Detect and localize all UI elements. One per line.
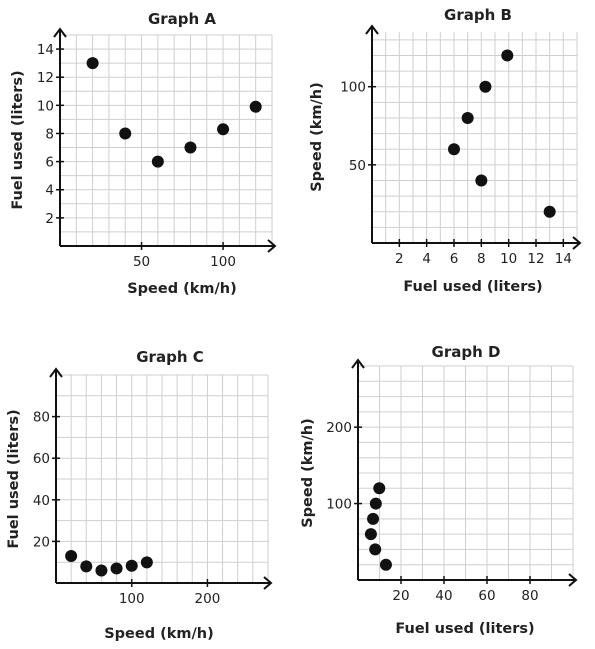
y-tick-label: 4 (45, 183, 54, 199)
x-tick-label: 4 (422, 251, 431, 267)
chart-title: Graph C (136, 348, 203, 366)
data-point (217, 123, 230, 136)
data-points (448, 49, 556, 218)
grid (56, 374, 269, 583)
chart-title: Graph D (432, 343, 501, 361)
x-axis-arrow (263, 576, 273, 590)
x-tick-label: 40 (435, 588, 452, 604)
x-axis-arrow (568, 573, 578, 587)
y-axis-label: Speed (km/h) (300, 418, 316, 528)
data-point (479, 80, 492, 93)
y-axis-label: Fuel used (liters) (10, 70, 26, 209)
y-tick-label: 10 (37, 98, 54, 114)
data-points (364, 482, 392, 571)
data-point (543, 205, 556, 218)
y-tick-label: 80 (33, 410, 50, 426)
data-point (501, 49, 514, 62)
x-axis-label: Speed (km/h) (127, 281, 237, 297)
axes (365, 24, 582, 250)
x-axis-arrow (267, 239, 277, 253)
x-tick-label: 8 (477, 251, 486, 267)
y-tick-label: 40 (33, 493, 50, 509)
x-tick-label: 100 (210, 254, 236, 270)
y-axis-arrow (351, 358, 365, 369)
chart-title: Graph A (148, 10, 216, 28)
x-axis-label: Fuel used (liters) (395, 621, 534, 637)
data-point (249, 100, 262, 113)
data-point (140, 556, 153, 569)
x-tick-label: 80 (521, 588, 538, 604)
y-tick-label: 100 (340, 80, 366, 96)
x-tick-label: 12 (527, 251, 544, 267)
y-tick-label: 60 (33, 451, 50, 467)
data-point (369, 497, 382, 510)
x-tick-label: 10 (500, 251, 517, 267)
y-axis-label: Speed (km/h) (309, 82, 325, 192)
data-point (475, 174, 488, 187)
y-tick-label: 20 (33, 534, 50, 550)
chart-2: 2 4 6 8 10 12 14 50 100 Graph B Fuel used (liters)… (309, 6, 582, 295)
x-tick-label: 2 (395, 251, 404, 267)
data-point (95, 564, 108, 577)
y-tick-label: 12 (37, 70, 54, 86)
axes (53, 27, 277, 253)
grid (358, 365, 574, 580)
grid (60, 34, 273, 246)
data-point (373, 482, 386, 495)
data-point (364, 528, 377, 541)
data-point (367, 512, 380, 525)
grid (372, 32, 578, 243)
x-tick-label: 200 (195, 591, 221, 607)
data-point (369, 543, 382, 556)
y-axis-arrow (53, 27, 67, 38)
y-tick-label: 100 (326, 497, 352, 513)
chart-title: Graph B (444, 6, 512, 24)
x-tick-label: 100 (119, 591, 145, 607)
data-point (448, 143, 460, 156)
x-tick-label: 20 (392, 588, 409, 604)
y-axis-label: Fuel used (liters) (6, 409, 22, 548)
x-axis-arrow (572, 236, 582, 250)
data-point (65, 549, 78, 562)
y-tick-label: 2 (45, 211, 54, 227)
y-tick-label: 6 (45, 155, 54, 171)
y-tick-label: 8 (45, 126, 54, 142)
axes (49, 367, 273, 590)
y-axis-arrow (49, 367, 63, 378)
x-tick-label: 50 (133, 254, 150, 270)
data-points (65, 549, 153, 577)
x-tick-label: 60 (478, 588, 495, 604)
chart-4: 20 40 60 80 100 200 Graph D Fuel used (liters) S… (300, 343, 578, 637)
x-axis-label: Fuel used (liters) (403, 279, 542, 295)
y-tick-label: 50 (349, 158, 366, 174)
data-point (119, 127, 132, 140)
data-point (86, 57, 99, 70)
chart-1: 50 100 2 4 6 8 10 12 14 Graph A Speed (km/h) Fuel u… (10, 10, 277, 297)
x-axis-label: Speed (km/h) (104, 626, 214, 642)
y-tick-label: 14 (37, 42, 54, 58)
data-point (379, 558, 392, 571)
data-points (86, 57, 262, 168)
data-point (80, 560, 93, 573)
axes (351, 358, 578, 587)
y-tick-label: 200 (326, 420, 352, 436)
x-tick-label: 14 (555, 251, 572, 267)
data-point (151, 155, 164, 168)
data-point (461, 111, 474, 124)
y-axis-arrow (365, 24, 379, 35)
data-point (125, 559, 138, 572)
chart-3: 100 200 20 40 60 80 Graph C Speed (km/h) Fuel us… (6, 348, 273, 642)
x-tick-label: 6 (450, 251, 459, 267)
data-point (184, 141, 197, 154)
data-point (110, 562, 123, 575)
